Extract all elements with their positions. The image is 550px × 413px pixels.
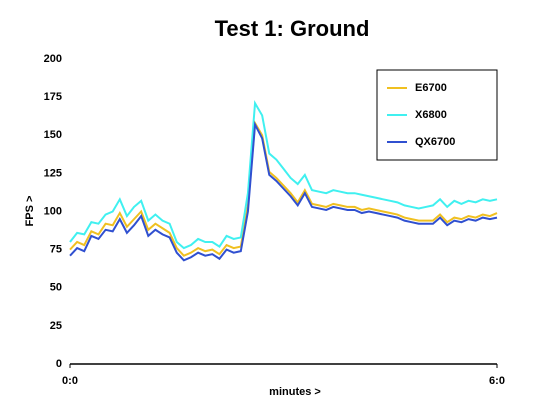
y-tick-label: 175 xyxy=(44,91,62,103)
legend-label: X6800 xyxy=(415,109,447,121)
y-axis-label: FPS > xyxy=(24,196,36,227)
legend-label: E6700 xyxy=(415,82,447,94)
y-tick-label: 50 xyxy=(50,282,62,294)
series-line xyxy=(69,119,498,257)
y-tick-label: 125 xyxy=(44,167,62,179)
series-line xyxy=(69,121,498,262)
y-tick-label: 0 xyxy=(56,358,62,370)
y-tick-label: 25 xyxy=(50,320,62,332)
x-tick-label: 0:0 xyxy=(62,375,78,387)
y-tick-label: 100 xyxy=(44,205,62,217)
series-line xyxy=(69,99,498,250)
chart-title: Test 1: Ground xyxy=(215,16,370,41)
y-tick-label: 200 xyxy=(44,53,62,65)
y-tick-label: 150 xyxy=(44,129,62,141)
y-tick-label: 75 xyxy=(50,244,62,256)
x-tick-label: 6:0 xyxy=(489,375,505,387)
legend-label: QX6700 xyxy=(415,136,455,148)
x-axis-label: minutes > xyxy=(269,386,321,398)
